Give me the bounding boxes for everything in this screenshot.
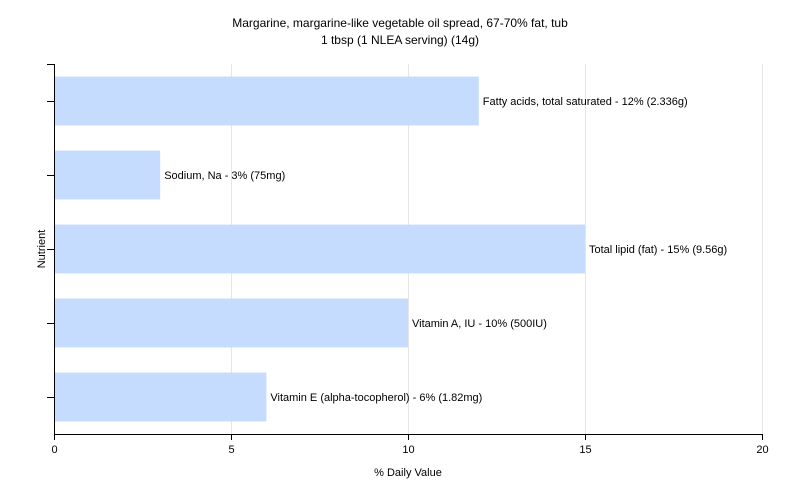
x-axis-label: % Daily Value [374,467,442,479]
x-tick-label-1: 5 [228,444,234,456]
x-tick-label-4: 20 [756,444,768,456]
data-label-0: Fatty acids, total saturated - 12% (2.33… [483,96,688,108]
bar-2 [54,224,585,274]
data-label-4: Vitamin E (alpha-tocopherol) - 6% (1.82m… [270,392,482,404]
x-tick-label-0: 0 [51,444,57,456]
bar-4 [54,372,267,422]
chart-subtitle: 1 tbsp (1 NLEA serving) (14g) [320,33,480,47]
bar-0 [54,76,479,126]
data-label-3: Vitamin A, IU - 10% (500IU) [412,318,547,330]
data-label-1: Sodium, Na - 3% (75mg) [164,170,285,182]
chart-title: Margarine, margarine-like vegetable oil … [232,16,568,30]
bar-1 [54,150,161,200]
data-label-2: Total lipid (fat) - 15% (9.56g) [589,244,727,256]
x-tick-label-3: 15 [579,444,591,456]
y-axis-label: Nutrient [36,230,48,269]
bar-3 [54,298,408,348]
x-tick-label-2: 10 [402,444,414,456]
